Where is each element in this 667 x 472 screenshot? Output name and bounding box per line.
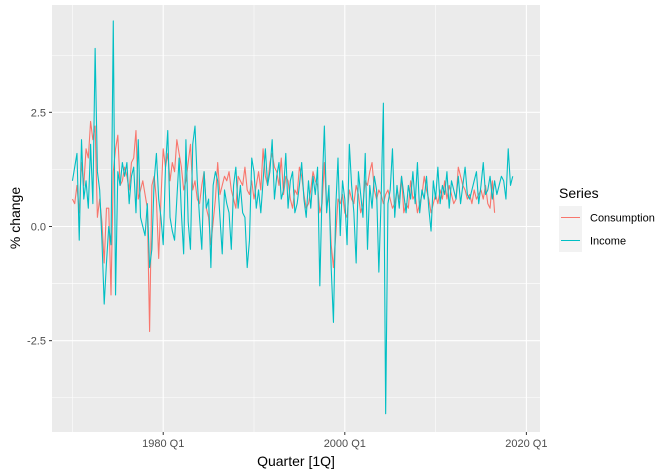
legend-items: Consumption Income <box>559 206 655 252</box>
y-axis-title: % change <box>7 187 23 249</box>
x-tick-label: 2000 Q1 <box>324 438 366 450</box>
series-layer <box>71 20 514 415</box>
series-line-consumption <box>71 120 496 333</box>
grid-major <box>52 5 540 432</box>
y-tick-label: 0.0 <box>31 221 46 233</box>
legend-title: Series <box>559 185 599 201</box>
legend: Series Consumption Income <box>559 185 655 252</box>
plot-panel <box>52 5 540 432</box>
x-axis-title: Quarter [1Q] <box>257 453 335 469</box>
x-axis: 1980 Q1 2000 Q1 2020 Q1 <box>142 432 547 450</box>
series-line-income <box>71 20 514 415</box>
y-axis: -2.5 0.0 2.5 <box>27 107 52 348</box>
y-tick-label: -2.5 <box>27 336 46 348</box>
x-tick-label: 1980 Q1 <box>142 438 184 450</box>
legend-label-consumption: Consumption <box>590 213 655 225</box>
y-tick-label: 2.5 <box>31 107 46 119</box>
legend-label-income: Income <box>590 236 626 248</box>
x-tick-label: 2020 Q1 <box>505 438 547 450</box>
